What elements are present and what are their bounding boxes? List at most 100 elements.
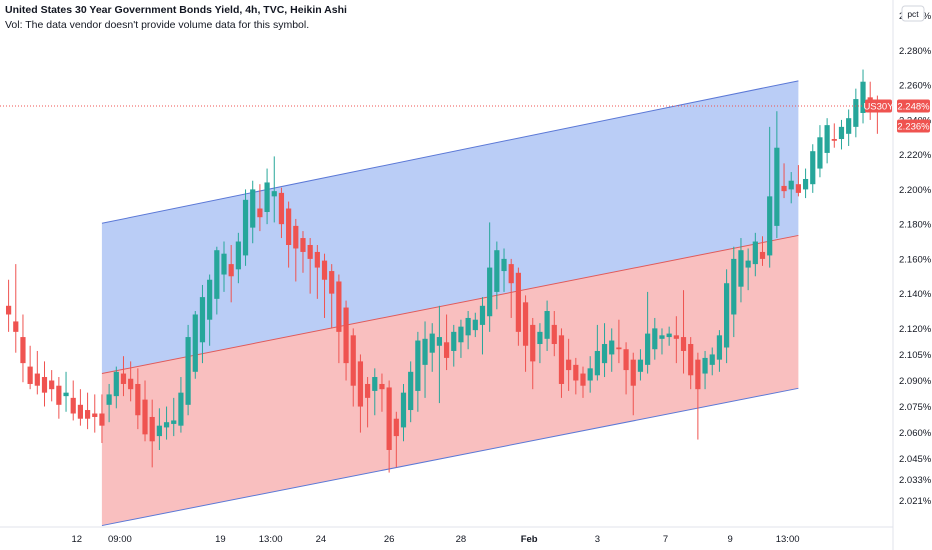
candle <box>214 246 220 315</box>
candle-body <box>781 185 787 192</box>
candle-body <box>731 258 737 315</box>
candle-body <box>451 331 457 351</box>
candle-body <box>350 335 356 386</box>
candle-body <box>680 337 687 351</box>
candle <box>63 371 69 412</box>
candle-body <box>522 302 529 346</box>
candle <box>278 187 285 239</box>
candle <box>336 274 342 364</box>
candle-body <box>659 335 665 339</box>
candle <box>479 297 486 355</box>
candle <box>573 357 579 395</box>
candle-body <box>199 297 206 343</box>
candle-body <box>745 260 751 268</box>
candle-body <box>422 338 428 365</box>
candle <box>522 295 529 372</box>
candle-body <box>601 344 608 364</box>
candle <box>724 269 730 364</box>
candle-body <box>817 137 823 169</box>
candle <box>41 361 48 407</box>
candle <box>501 248 507 292</box>
candle-body <box>688 344 694 376</box>
candle <box>221 241 227 292</box>
candle <box>472 312 478 338</box>
candle-body <box>400 392 407 428</box>
candle <box>49 370 55 402</box>
candle-body <box>242 199 249 256</box>
candle <box>307 238 313 294</box>
candle <box>264 168 270 225</box>
candle-body <box>386 387 392 450</box>
y-tick-label: 2.045% <box>899 454 932 465</box>
candle <box>436 305 442 404</box>
candle <box>544 300 550 351</box>
candle-body <box>92 413 98 417</box>
x-tick-label: 24 <box>316 534 327 545</box>
x-tick-label: 7 <box>663 534 668 545</box>
candle-body <box>831 139 837 141</box>
candle-body <box>207 279 213 320</box>
candle <box>120 356 127 397</box>
candle-body <box>128 378 134 390</box>
parallel-channel-drawing[interactable] <box>101 80 799 527</box>
x-tick-label: 26 <box>384 534 395 545</box>
candle <box>788 172 794 204</box>
y-tick-label: 2.075% <box>899 402 932 413</box>
candle-body <box>286 208 292 245</box>
candle <box>774 111 780 239</box>
candle <box>293 218 299 282</box>
candle-body <box>228 264 234 277</box>
candle <box>106 383 112 423</box>
channel-upper-fill <box>101 80 799 374</box>
candle-body <box>494 250 500 292</box>
candle-body <box>458 326 464 343</box>
candle-body <box>113 371 119 397</box>
candle <box>142 380 148 442</box>
candle-body <box>623 349 629 371</box>
candle <box>731 246 737 338</box>
candle <box>27 345 33 390</box>
candle <box>494 241 500 310</box>
candle-body <box>329 271 335 294</box>
candle <box>853 88 859 138</box>
x-tick-label: 12 <box>72 534 83 545</box>
candle <box>92 394 98 433</box>
candle <box>199 284 206 364</box>
y-tick-label: 2.260% <box>899 81 932 92</box>
candle <box>630 352 636 416</box>
candle-body <box>271 191 277 197</box>
candle <box>400 383 407 442</box>
time-axis[interactable]: 12 09:00 19 13:00 24 26 28 Feb 3 7 9 13:00 <box>0 526 893 545</box>
candle-body <box>752 241 758 265</box>
candle <box>623 342 629 395</box>
candle-body <box>716 335 723 360</box>
candlestick-series <box>6 69 880 473</box>
candle-body <box>637 359 644 372</box>
candle <box>343 300 349 381</box>
price-tags: US30Y 2.248% 2.236% <box>863 99 930 133</box>
candle-body <box>443 342 450 358</box>
y-tick-label: 2.200% <box>899 185 932 196</box>
candle <box>163 406 170 440</box>
candle <box>846 109 852 146</box>
legend-volume-note: Vol: The data vendor doesn't provide vol… <box>5 19 310 31</box>
legend-title: United States 30 Year Government Bonds Y… <box>5 4 347 16</box>
candle-body <box>235 241 241 270</box>
candle-body <box>551 324 557 345</box>
candle <box>838 119 845 150</box>
candle <box>357 354 364 433</box>
price-axis[interactable]: 2.021% 2.033% 2.045% 2.060% 2.075% 2.090% 2.10… <box>892 0 932 550</box>
last-price-tag <box>897 99 930 113</box>
candle <box>616 319 622 364</box>
candle <box>551 311 557 357</box>
candle <box>228 244 234 303</box>
candle <box>637 349 644 381</box>
candle-body <box>365 383 371 398</box>
y-tick-label: 2.090% <box>899 376 932 387</box>
candle-body <box>34 373 40 386</box>
candle-body <box>652 328 658 350</box>
candle <box>587 356 593 393</box>
candle <box>652 317 658 360</box>
